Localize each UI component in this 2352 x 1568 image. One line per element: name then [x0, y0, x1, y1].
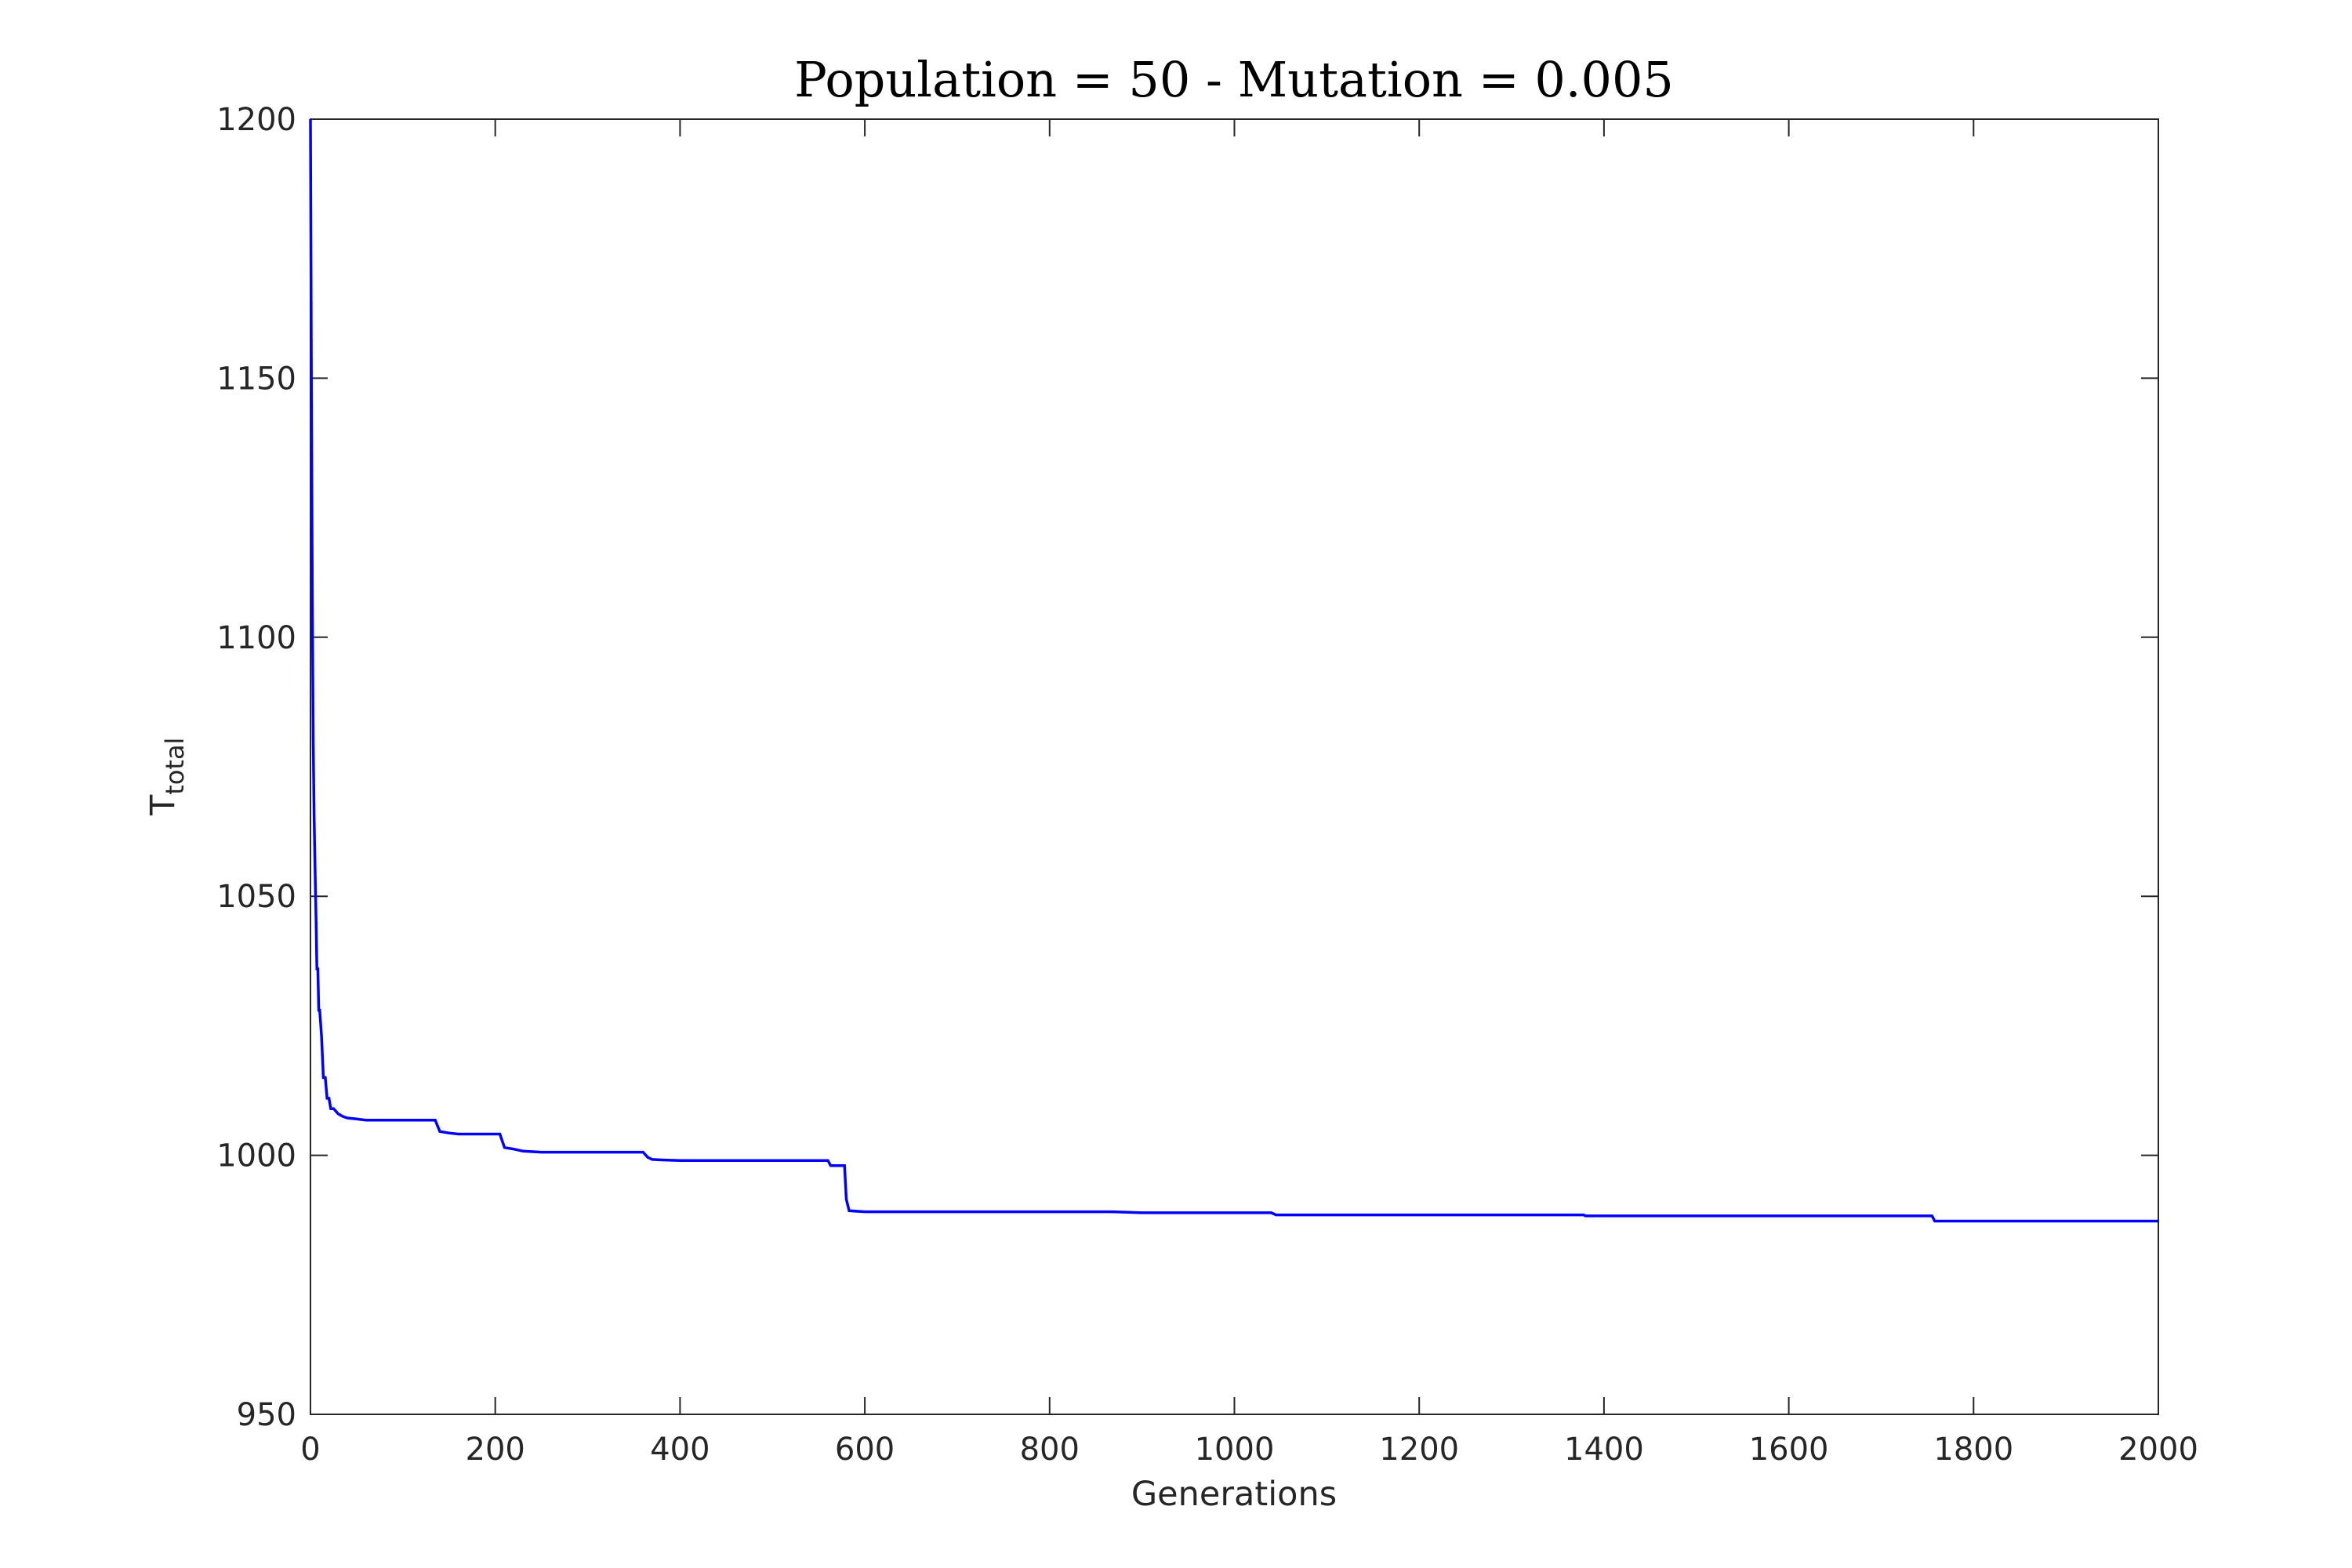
series-line: [309, 118, 2158, 1223]
y-tick-label: 1050: [216, 879, 296, 915]
x-tick-label: 0: [300, 1432, 320, 1468]
x-tick-label: 800: [1020, 1432, 1080, 1468]
x-tick-label: 1600: [1749, 1432, 1829, 1468]
x-tick-label: 200: [466, 1432, 525, 1468]
x-axis: 0 200 400 600 800 1000 1200 1400 1600 1800 2000: [300, 119, 2198, 1468]
y-axis-label: Ttotal: [143, 738, 190, 816]
plot-area: [310, 118, 2159, 1415]
y-axis-label-main: T: [143, 794, 183, 816]
x-tick-label: 1400: [1564, 1432, 1644, 1468]
y-tick-label: 1150: [216, 361, 296, 397]
plot-frame: [310, 118, 2159, 1415]
chart-title: Population = 50 - Mutation = 0.005: [794, 51, 1674, 108]
y-tick-label: 1100: [216, 620, 296, 656]
x-tick-label: 400: [650, 1432, 710, 1468]
x-tick-label: 600: [835, 1432, 895, 1468]
y-tick-label: 1000: [216, 1138, 296, 1174]
y-tick-label: 950: [237, 1397, 296, 1433]
x-tick-label: 1800: [1933, 1432, 2013, 1468]
x-axis-label: Generations: [1131, 1475, 1337, 1514]
x-tick-label: 1000: [1195, 1432, 1275, 1468]
y-axis: 950 1000 1050 1100 1150 1200: [216, 102, 2158, 1433]
x-tick-label: 1200: [1379, 1432, 1459, 1468]
x-tick-label: 2000: [2118, 1432, 2198, 1468]
y-axis-label-subscript: total: [160, 738, 190, 795]
y-tick-label: 1200: [216, 102, 296, 138]
